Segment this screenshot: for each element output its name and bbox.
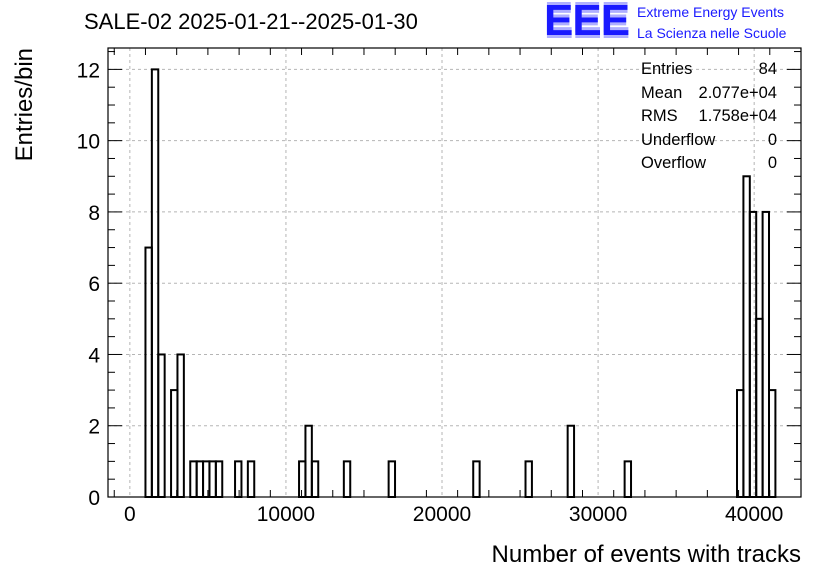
stat-value: 84 [758, 60, 777, 78]
x-tick-label: 10000 [257, 503, 315, 526]
stat-label: Mean [641, 83, 683, 102]
y-tick-label: 2 [88, 416, 100, 439]
eee-logo-mark: EEE [544, 0, 630, 45]
stat-label: Entries [641, 60, 693, 78]
histogram-bar [310, 460, 320, 499]
stats-box: Entries 84 Mean 2.077e+04 RMS 1.758e+04 … [641, 60, 777, 178]
stat-row-overflow: Overflow 0 [641, 154, 777, 178]
y-tick-label: 8 [88, 202, 100, 225]
stat-label: Underflow [641, 130, 716, 149]
logo-line-2: La Scienza nelle Scuole [637, 25, 787, 41]
histogram-bar [566, 424, 576, 499]
histogram-bar [472, 460, 481, 499]
plot-title: SALE-02 2025-01-21--2025-01-30 [84, 9, 418, 34]
histogram-bar [387, 460, 397, 499]
stat-value: 1.758e+04 [698, 107, 777, 125]
stat-row-underflow: Underflow 0 [641, 131, 777, 155]
x-tick-label: 40000 [725, 503, 783, 526]
histogram-bar [246, 460, 256, 499]
y-tick-label: 10 [77, 131, 100, 154]
y-axis-label: Entries/bin [11, 48, 38, 161]
histogram-bar [768, 389, 777, 499]
y-tick-label: 6 [88, 273, 100, 296]
y-tick-label: 12 [77, 59, 100, 82]
histogram-bar [157, 353, 166, 499]
y-tick-label: 4 [88, 344, 100, 367]
stat-value: 0 [767, 154, 777, 172]
stat-label: Overflow [641, 154, 707, 172]
stat-row-rms: RMS 1.758e+04 [641, 107, 777, 131]
histogram-bar [214, 460, 224, 499]
y-tick-label: 0 [88, 487, 100, 510]
stat-row-entries: Entries 84 [641, 60, 777, 84]
x-axis-label: Number of events with tracks [492, 541, 801, 568]
stat-label: RMS [641, 107, 678, 125]
histogram-bar [234, 460, 243, 499]
logo-line-1: Extreme Energy Events [637, 4, 785, 20]
histogram-bar [342, 460, 352, 499]
stat-value: 2.077e+04 [698, 83, 777, 102]
x-tick-label: 30000 [569, 503, 627, 526]
stat-value: 0 [767, 130, 777, 149]
stat-row-mean: Mean 2.077e+04 [641, 84, 777, 108]
histogram-bar [524, 460, 533, 499]
plot-frame [107, 47, 802, 498]
histogram-bar [623, 460, 633, 499]
x-tick-label: 0 [124, 503, 136, 526]
x-tick-label: 20000 [413, 503, 471, 526]
